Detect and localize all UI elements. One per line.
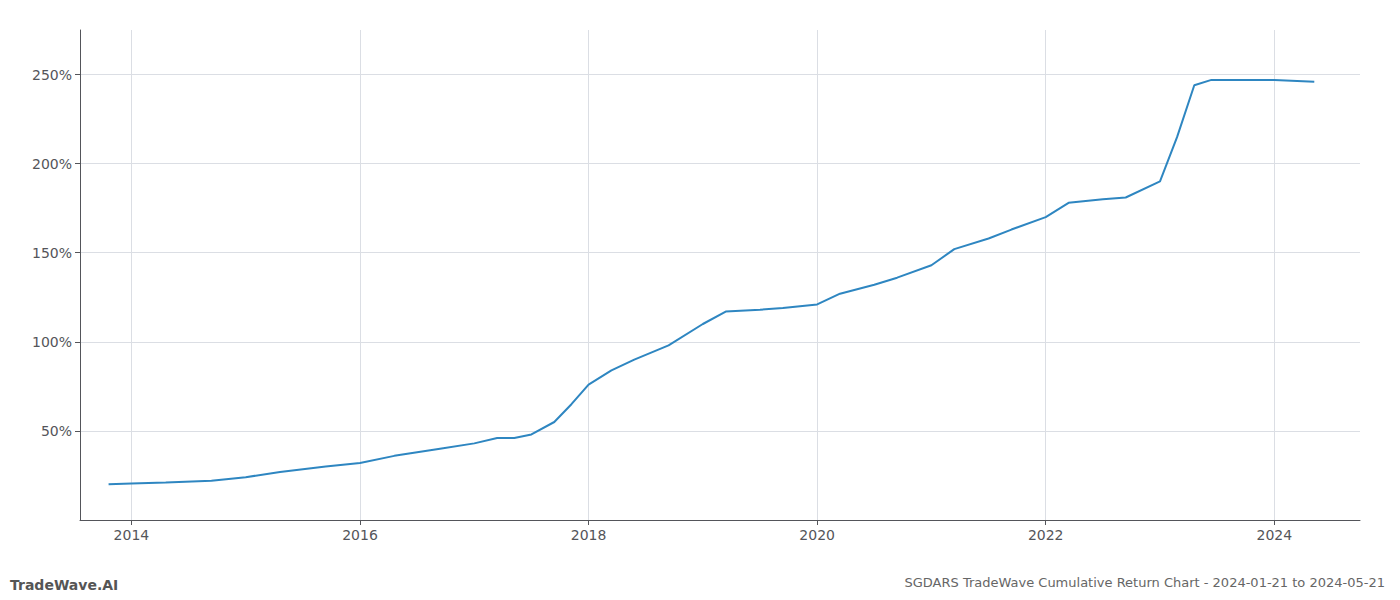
svg-text:SGDARS TradeWave Cumulative Re: SGDARS TradeWave Cumulative Return Chart… bbox=[904, 575, 1385, 590]
svg-text:100%: 100% bbox=[32, 334, 72, 350]
svg-text:200%: 200% bbox=[32, 156, 72, 172]
svg-text:50%: 50% bbox=[41, 423, 72, 439]
svg-text:2018: 2018 bbox=[571, 527, 607, 543]
svg-text:150%: 150% bbox=[32, 245, 72, 261]
svg-text:250%: 250% bbox=[32, 67, 72, 83]
svg-text:2020: 2020 bbox=[799, 527, 835, 543]
svg-text:2016: 2016 bbox=[342, 527, 378, 543]
svg-text:2024: 2024 bbox=[1256, 527, 1292, 543]
svg-text:2022: 2022 bbox=[1028, 527, 1064, 543]
svg-text:2014: 2014 bbox=[114, 527, 150, 543]
svg-text:TradeWave.AI: TradeWave.AI bbox=[10, 577, 118, 593]
